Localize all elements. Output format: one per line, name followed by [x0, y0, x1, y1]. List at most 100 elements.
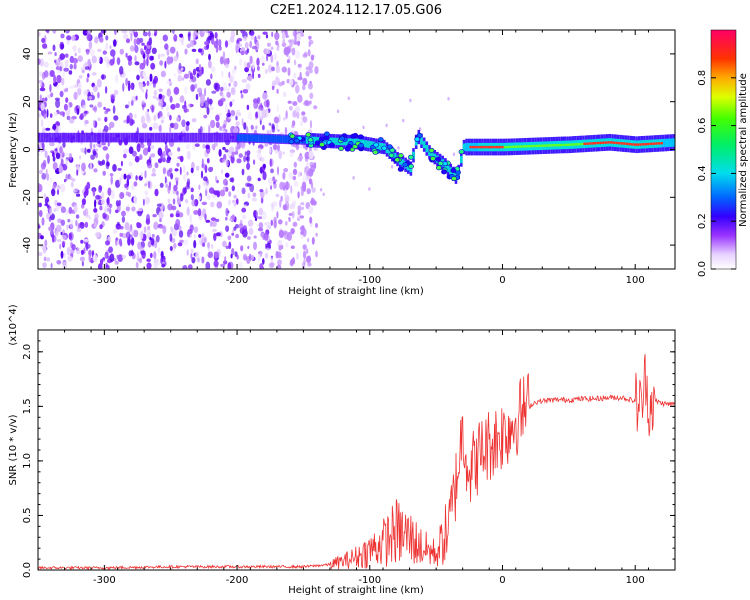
noise-speckle — [260, 55, 266, 64]
noise-speckle — [146, 258, 151, 262]
noise-speckle — [183, 187, 187, 194]
noise-speckle — [127, 237, 131, 246]
spectral-blob — [407, 154, 414, 160]
noise-speckle — [95, 194, 101, 200]
noise-speckle — [284, 30, 288, 36]
noise-speckle — [82, 210, 87, 216]
spectral-line-peak — [594, 142, 597, 145]
noise-speckle — [119, 48, 125, 55]
x-tick-label: -300 — [93, 275, 116, 286]
noise-speckle — [130, 100, 134, 106]
noise-speckle — [244, 151, 247, 156]
noise-speckle — [233, 80, 238, 88]
noise-speckle — [60, 250, 64, 259]
noise-speckle — [253, 241, 257, 251]
noise-speckle — [274, 32, 280, 41]
noise-speckle — [121, 210, 126, 217]
noise-speckle — [116, 254, 119, 259]
noise-speckle — [59, 183, 66, 193]
noise-speckle — [63, 179, 67, 183]
spectral-blob — [352, 133, 359, 139]
noise-speckle — [79, 256, 85, 262]
noise-speckle — [185, 185, 191, 190]
noise-speckle — [289, 203, 296, 210]
noise-speckle — [207, 36, 212, 40]
noise-speckle — [302, 244, 307, 251]
spectral-blob — [328, 142, 335, 148]
spectral-line-band — [176, 132, 179, 143]
spectral-blob — [435, 156, 442, 162]
noise-speckle — [133, 38, 137, 47]
noise-speckle — [229, 76, 233, 83]
noise-speckle — [173, 242, 177, 249]
noise-speckle — [204, 182, 209, 191]
colorbar-gradient — [710, 29, 737, 270]
spectral-line-core — [271, 135, 275, 143]
noise-speckle — [309, 161, 314, 168]
noise-speckle — [130, 33, 133, 42]
noise-speckle — [260, 197, 264, 204]
noise-speckle — [49, 113, 53, 118]
spectral-line-band — [83, 132, 86, 143]
spectral-line-band — [91, 132, 94, 143]
noise-speckle — [276, 104, 279, 113]
noise-speckle — [121, 216, 125, 223]
noise-speckle — [184, 100, 187, 108]
noise-speckle — [139, 154, 143, 161]
noise-speckle — [175, 213, 180, 218]
noise-speckle — [266, 109, 269, 117]
noise-speckle — [235, 233, 240, 239]
noise-speckle — [105, 153, 110, 160]
noise-speckle — [138, 207, 143, 212]
noise-speckle — [93, 208, 98, 213]
spectral-line-core — [414, 138, 418, 146]
noise-speckle — [157, 53, 161, 60]
noise-speckle — [153, 221, 159, 230]
spectral-blob — [394, 157, 401, 163]
noise-speckle — [231, 232, 235, 236]
spectral-line-band — [160, 132, 163, 143]
noise-speckle — [171, 205, 177, 211]
noise-speckle — [288, 172, 293, 180]
noise-speckle — [198, 184, 201, 191]
noise-speckle — [173, 122, 179, 130]
noise-speckle — [214, 251, 220, 259]
noise-speckle — [276, 251, 282, 257]
noise-speckle — [291, 229, 294, 235]
noise-speckle — [41, 71, 46, 80]
noise-speckle — [172, 30, 175, 35]
spectral-line-band — [51, 132, 54, 143]
noise-speckle — [128, 146, 134, 154]
noise-speckle — [287, 100, 292, 104]
spectral-line-band — [64, 132, 68, 143]
noise-speckle — [257, 253, 261, 262]
noise-speckle — [109, 203, 113, 208]
noise-speckle — [233, 199, 237, 207]
noise-speckle — [243, 155, 247, 163]
noise-speckle — [151, 55, 154, 61]
noise-speckle — [94, 213, 99, 220]
colorbar: 0.0 0.2 0.4 0.6 0.8 Normalized spectral ampl… — [697, 29, 749, 277]
noise-speckle — [169, 233, 173, 242]
spectral-line-peak — [580, 142, 584, 146]
noise-speckle — [283, 117, 286, 121]
spectral-line-band — [178, 132, 182, 143]
spectral-line-band — [141, 132, 145, 143]
noise-speckle — [72, 57, 79, 64]
spectral-line-peak — [583, 142, 586, 145]
noise-speckle — [220, 97, 226, 102]
noise-speckle — [158, 88, 163, 92]
noise-speckle — [188, 264, 193, 269]
spectral-line-band — [128, 132, 131, 143]
noise-speckle — [115, 200, 120, 207]
spectral-line-band — [231, 132, 235, 143]
noise-speckle — [397, 146, 400, 150]
spectrogram-y-ticks: -40 -20 0 20 40 — [22, 48, 675, 253]
snr-x-ticks: -300 -200 -100 0 100 — [37, 330, 676, 586]
noise-speckle — [186, 178, 191, 186]
noise-speckle — [82, 69, 85, 74]
noise-speckle — [230, 155, 235, 164]
noise-speckle — [257, 177, 261, 182]
noise-speckle — [257, 109, 263, 119]
